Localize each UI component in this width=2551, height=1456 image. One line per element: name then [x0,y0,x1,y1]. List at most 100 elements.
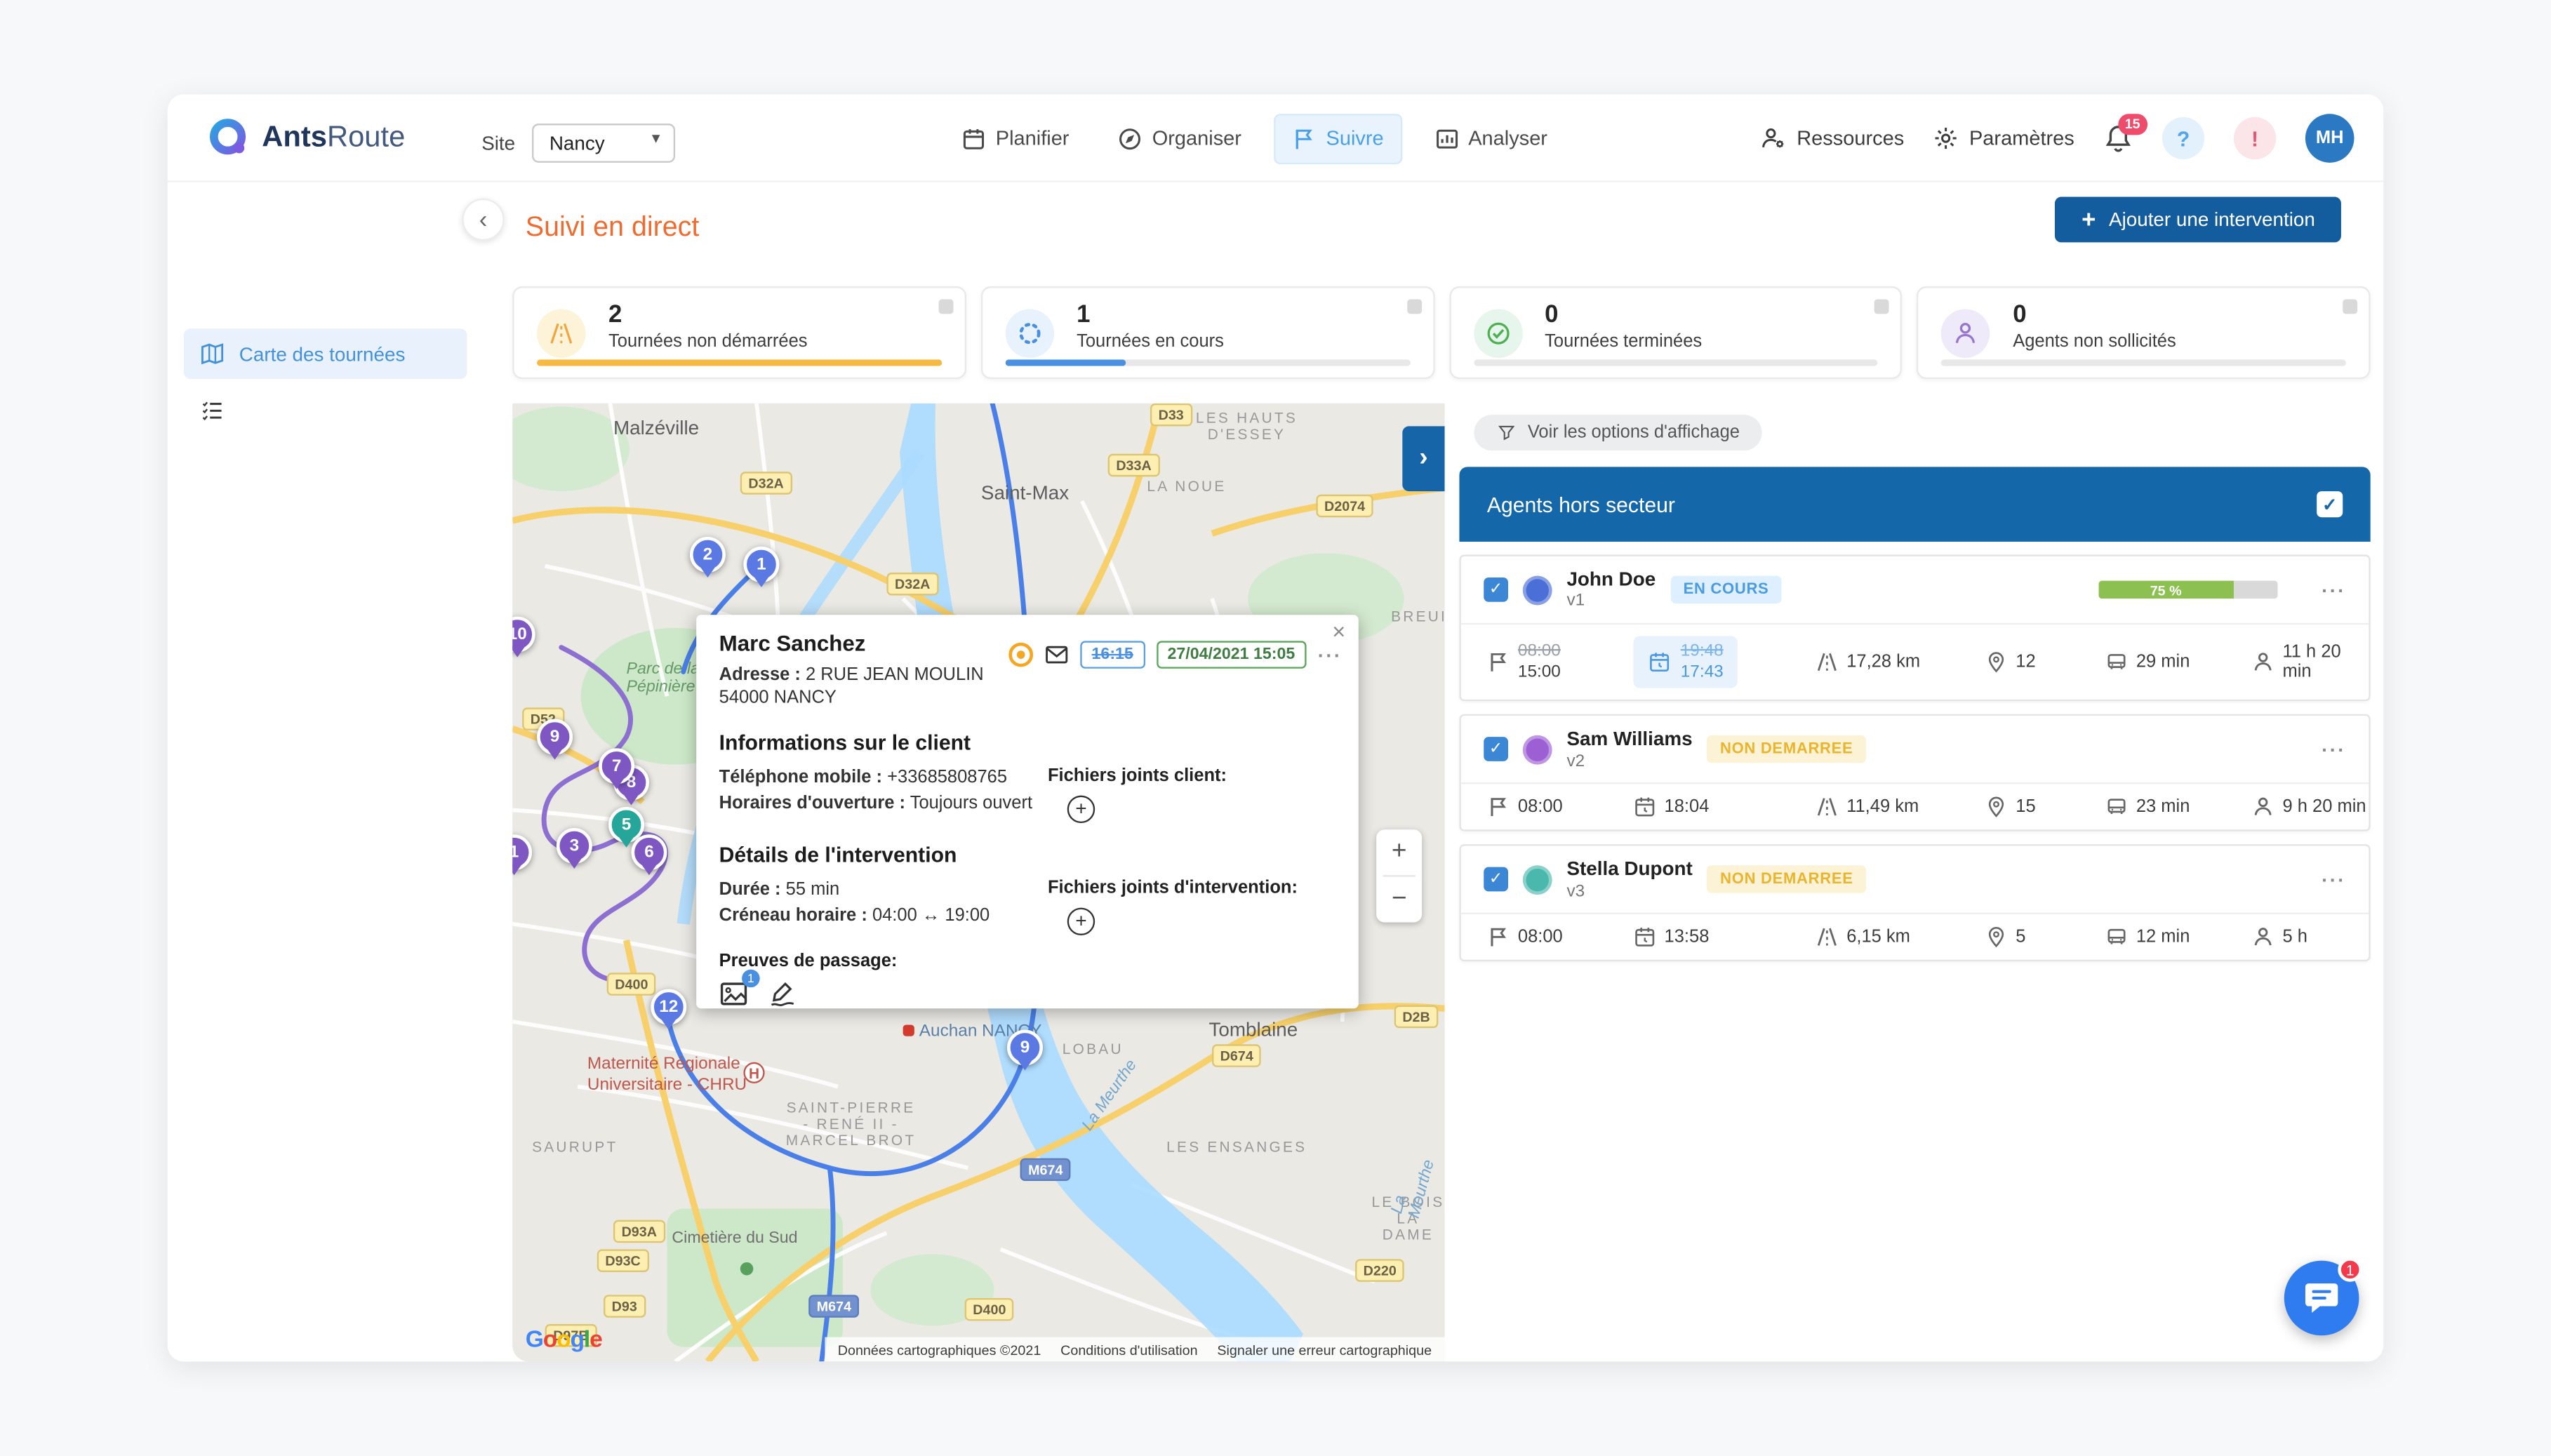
add-intervention-button[interactable]: + Ajouter une intervention [2056,196,2341,243]
sidebar: Carte des tournées [167,182,484,1362]
select-all-checkbox[interactable]: ✓ [2317,491,2343,518]
google-logo[interactable]: Google [525,1327,603,1354]
stat-value: 0 [2013,300,2027,329]
person-icon [2251,796,2274,818]
terms-link[interactable]: Conditions d'utilisation [1060,1341,1198,1358]
pin-icon [1985,796,2007,818]
map-marker[interactable]: 1 [743,546,780,582]
sidebar-item-liste-des-interventions[interactable] [184,385,467,436]
main-nav: Planifier Organiser Suivre Analyser [945,94,1564,182]
drag-handle[interactable] [938,299,953,314]
stat-label: Agents non sollicités [2013,331,2176,352]
map-marker[interactable]: 12 [651,989,687,1025]
notifications-button[interactable]: 15 [2103,113,2148,153]
agent-avatar [1522,735,1552,764]
pin-icon [1985,926,2007,949]
resources-button[interactable]: Ressources [1761,126,1904,152]
sidebar-item-carte-des-tournees[interactable]: Carte des tournées [183,328,467,380]
zoom-out-button[interactable]: − [1376,876,1423,923]
drag-handle[interactable] [1874,299,1890,314]
add-intervention-file-button[interactable]: + [1067,907,1095,935]
stat-label: Tournées terminées [1545,331,1703,352]
client-phone: Téléphone mobile : +33685808765 [719,767,1008,787]
brand-logo[interactable]: AntsRoute [206,116,405,158]
map-marker[interactable]: 7 [599,748,635,784]
brand-name-bold: Ants [262,119,327,152]
settings-button[interactable]: Paramètres [1933,126,2074,152]
top-navbar: AntsRoute Site Nancy Planifier Organiser… [167,94,2384,182]
help-button[interactable]: ? [2162,116,2205,160]
display-options-button[interactable]: Voir les options d'affichage [1474,415,1763,451]
close-icon[interactable]: × [1332,617,1346,645]
notification-badge: 15 [2117,113,2148,135]
stat-value: 1 [1077,300,1091,329]
chevron-right-icon: › [1419,443,1428,472]
agent-card: ✓ Sam Williams v2 NON DEMARREE ··· 08:00 … [1459,714,2371,832]
details-section-title: Détails de l'intervention [719,841,957,867]
stat-value: 2 [608,300,622,329]
vehicle-icon [2105,796,2128,818]
map-marker[interactable]: 6 [631,834,667,871]
road-badge: D400 [606,973,657,996]
drag-handle[interactable] [2343,299,2358,314]
agent-menu-button[interactable]: ··· [2322,868,2346,891]
user-avatar[interactable]: MH [2305,114,2354,163]
stat-progress [1941,359,2346,366]
agent-row[interactable]: ✓ Stella Dupont v3 NON DEMARREE ··· [1460,846,2369,915]
agent-name: Stella Dupont [1566,857,1693,880]
map-marker[interactable]: 3 [556,827,592,864]
agent-avatar [1522,864,1552,895]
road-badge: D32A [886,573,939,596]
site-select[interactable]: Nancy [531,123,675,163]
add-client-file-button[interactable]: + [1067,794,1095,823]
agent-row[interactable]: ✓ Sam Williams v2 NON DEMARREE ··· [1460,716,2369,784]
map-marker[interactable]: 9 [537,719,573,755]
map[interactable]: Malzéville Saint-Max LES HAUTS D'ESSEY L… [512,403,1445,1362]
chat-button[interactable]: 1 [2284,1257,2363,1336]
checklist-icon [200,399,225,423]
expand-map-button[interactable]: › [1402,426,1445,492]
agent-checkbox[interactable]: ✓ [1484,737,1509,762]
road-badge: D33A [1107,453,1160,477]
stat-progress [1005,359,1410,366]
photo-count-badge: 1 [742,968,760,987]
map-marker[interactable]: 10 [512,616,535,653]
sidebar-item-label: Carte des tournées [239,342,406,366]
photo-proof-button[interactable]: 1 [719,968,760,1008]
client-address: Adresse : 2 RUE JEAN MOULIN 54000 NANCY [719,665,984,709]
agent-menu-button[interactable]: ··· [2322,578,2346,601]
check-icon: ✓ [2322,495,2338,515]
map-marker[interactable]: 9 [1006,1029,1043,1066]
agent-vehicle: v3 [1566,881,1585,901]
agent-menu-button[interactable]: ··· [2322,737,2346,761]
map-marker[interactable]: 5 [608,806,645,843]
alert-button[interactable]: ! [2233,116,2277,160]
start-flag-icon [1487,796,1510,818]
road-badge: M674 [808,1295,860,1318]
stat-card-en-cours: 1 Tournées en cours [980,286,1434,380]
agent-checkbox[interactable]: ✓ [1484,577,1509,602]
nav-organiser[interactable]: Organiser [1102,114,1258,161]
stat-label: Tournées non démarrées [608,331,808,352]
nav-analyser[interactable]: Analyser [1418,114,1564,161]
chevron-left-icon: ‹ [479,206,488,234]
nav-suivre[interactable]: Suivre [1274,113,1402,163]
zoom-in-button[interactable]: + [1376,829,1423,876]
road-badge: D2074 [1316,494,1373,518]
chat-icon [2302,1278,2341,1318]
envelope-icon[interactable] [1044,643,1069,667]
collapse-sidebar-button[interactable]: ‹ [462,198,505,241]
nav-planifier[interactable]: Planifier [945,114,1086,161]
agent-row[interactable]: ✓ John Doe v1 EN COURS 75 % ··· [1460,556,2369,625]
page-title: Suivi en direct [525,211,700,243]
popup-menu-button[interactable]: ··· [1317,643,1343,667]
agent-details: 08:00 18:04 11,49 km 15 23 min 9 h 20 mi… [1461,784,2369,830]
report-error-link[interactable]: Signaler une erreur cartographique [1217,1341,1432,1358]
agent-checkbox[interactable]: ✓ [1484,867,1509,892]
map-icon [200,342,225,366]
road-badge: D400 [964,1297,1015,1321]
signature-icon[interactable] [768,979,797,1008]
map-marker[interactable]: 2 [689,537,726,573]
drag-handle[interactable] [1406,299,1421,314]
client-files-label: Fichiers joints client: [1047,765,1227,785]
